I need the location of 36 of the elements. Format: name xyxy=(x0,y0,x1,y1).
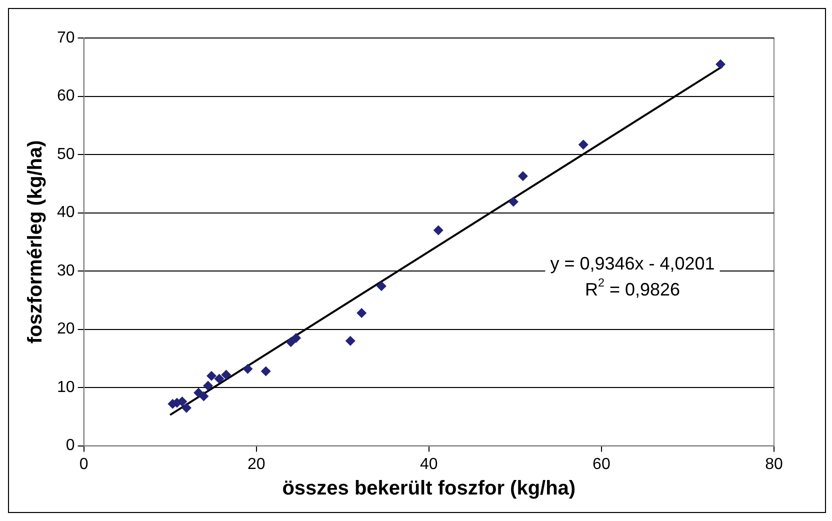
point xyxy=(286,337,296,348)
y-tick-label: 0 xyxy=(66,437,75,454)
point xyxy=(260,366,271,376)
point xyxy=(242,364,253,374)
y-tick-label: 50 xyxy=(57,146,75,163)
point xyxy=(345,336,356,346)
y-tick-label: 40 xyxy=(57,204,75,222)
y-tick-label: 30 xyxy=(57,262,75,280)
x-tick-label: 40 xyxy=(420,456,438,473)
point xyxy=(376,281,386,292)
x-tick-label: 80 xyxy=(765,456,783,473)
point xyxy=(198,391,209,402)
point xyxy=(221,370,232,380)
point xyxy=(194,388,204,398)
point xyxy=(177,396,188,407)
x-tick-label: 60 xyxy=(592,456,610,473)
annotation: y = 0,9346x - 4,0201 xyxy=(550,253,715,274)
point xyxy=(181,402,192,413)
y-tick-label: 60 xyxy=(57,88,75,105)
y-axis-title: foszformérleg (kg/ha) xyxy=(24,140,47,344)
y-tick-label: 10 xyxy=(57,378,75,396)
point xyxy=(578,140,588,150)
x-tick-label: 0 xyxy=(79,456,88,473)
point xyxy=(291,333,302,344)
point xyxy=(356,308,367,318)
point xyxy=(716,59,726,70)
x-axis-title: összes bekerült foszfor (kg/ha) xyxy=(282,478,576,500)
y-tick-label: 20 xyxy=(57,320,75,338)
x-tick-label: 20 xyxy=(247,456,266,473)
point xyxy=(433,225,444,236)
point xyxy=(203,380,214,391)
y-tick-label: 70 xyxy=(57,29,75,46)
point xyxy=(508,196,518,207)
point xyxy=(518,171,528,182)
point xyxy=(214,374,224,384)
point xyxy=(206,370,216,381)
